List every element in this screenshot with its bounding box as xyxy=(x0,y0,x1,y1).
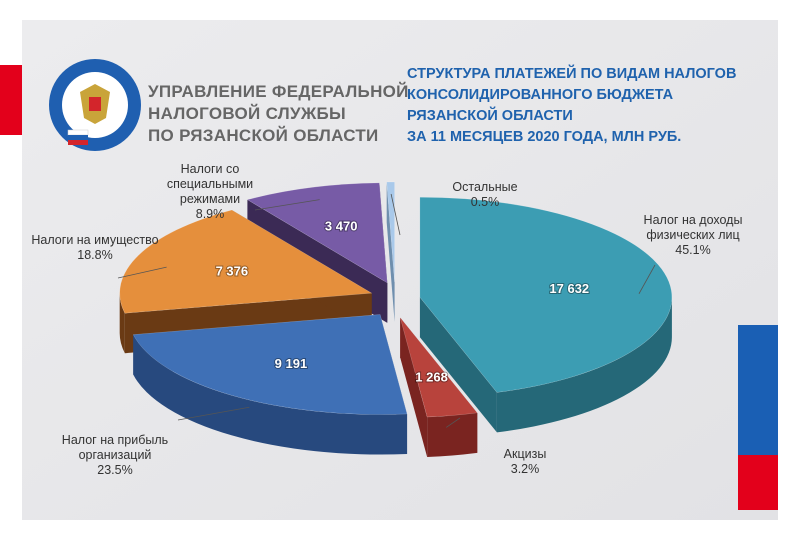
chart-title: РЯЗАНСКОЙ ОБЛАСТИ xyxy=(407,108,573,124)
percent-label: 45.1% xyxy=(675,243,711,257)
accent-bar xyxy=(0,65,22,135)
org-name: УПРАВЛЕНИЕ ФЕДЕРАЛЬНОЙ xyxy=(148,82,409,101)
chart-title: ЗА 11 МЕСЯЦЕВ 2020 ГОДА, МЛН РУБ. xyxy=(407,129,682,145)
category-label: Налог на доходы физических лиц 45.1% xyxy=(628,213,758,258)
percent-label: 18.8% xyxy=(77,248,113,262)
org-name: ПО РЯЗАНСКОЙ ОБЛАСТИ xyxy=(148,126,379,145)
slice-side xyxy=(133,334,408,455)
logo xyxy=(49,59,141,151)
leader-line xyxy=(254,199,320,211)
slice xyxy=(419,196,673,433)
chart-title: СТРУКТУРА ПЛАТЕЖЕЙ ПО ВИДАМ НАЛОГОВ xyxy=(407,66,737,82)
category-label: Налоги на имущество 18.8% xyxy=(20,233,170,263)
slice-top xyxy=(419,196,673,393)
accent-bar xyxy=(738,455,778,510)
leader-line xyxy=(638,264,656,294)
percent-label: 8.9% xyxy=(195,207,225,221)
slice-top xyxy=(132,314,408,415)
slice-side xyxy=(119,293,125,354)
slice-wall xyxy=(419,297,497,433)
slice-side xyxy=(427,412,478,458)
slice xyxy=(132,314,408,455)
value-label: 3 470 xyxy=(325,219,358,234)
slice-side xyxy=(496,297,672,433)
slice-top xyxy=(119,209,373,314)
category-label: Налог на прибыль организаций 23.5% xyxy=(40,433,190,478)
slice-wall xyxy=(400,317,428,458)
org-name: НАЛОГОВОЙ СЛУЖБЫ xyxy=(148,104,346,123)
value-label: 17 632 xyxy=(549,281,589,296)
slice-top xyxy=(386,181,395,283)
slice xyxy=(386,181,395,323)
leader-line xyxy=(445,417,461,428)
percent-label: 0.5% xyxy=(470,195,500,209)
value-label: 1 268 xyxy=(415,369,448,384)
slice-top xyxy=(246,182,388,284)
slice-top xyxy=(399,317,478,418)
leader-line xyxy=(390,193,401,236)
accent-bar xyxy=(738,325,778,455)
category-label: Акцизы 3.2% xyxy=(470,447,580,477)
category-label: Налоги со специальными режимами 8.9% xyxy=(150,162,270,222)
percent-label: 3.2% xyxy=(510,462,540,476)
category-label: Остальные 0.5% xyxy=(430,180,540,210)
percent-label: 23.5% xyxy=(97,463,133,477)
slice-wall xyxy=(386,182,395,323)
chart-title: КОНСОЛИДИРОВАННОГО БЮДЖЕТА xyxy=(407,87,674,103)
leader-line xyxy=(117,266,167,279)
value-label: 7 376 xyxy=(216,263,249,278)
value-label: 9 191 xyxy=(275,356,308,371)
leader-line xyxy=(177,406,250,421)
